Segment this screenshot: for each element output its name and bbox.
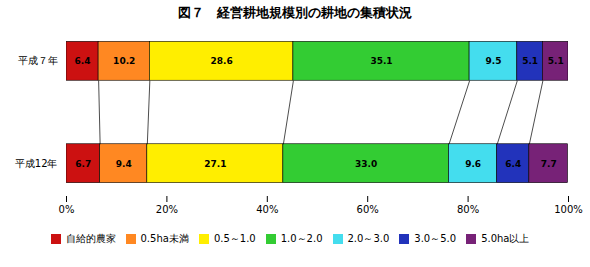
svg-text:6.4: 6.4 [505,159,521,169]
svg-text:5.1: 5.1 [522,56,538,66]
svg-text:7.7: 7.7 [541,159,557,169]
svg-text:9.4: 9.4 [116,159,132,169]
html-text:1.0～2.0: 1.0～2.0 [280,232,323,244]
svg-text:60%: 60% [357,204,379,215]
svg-text:28.6: 28.6 [211,56,233,66]
html-text:0.5～1.0: 0.5～1.0 [213,232,256,244]
svg-text:9.6: 9.6 [465,159,481,169]
svg-text:平成７年: 平成７年 [18,55,58,66]
svg-text:27.1: 27.1 [204,159,226,169]
svg-text:9.5: 9.5 [485,56,501,66]
svg-text:40%: 40% [256,204,278,215]
svg-text:35.1: 35.1 [370,56,392,66]
html-text:3.0～5.0: 3.0～5.0 [414,232,457,244]
html-text:2.0～3.0: 2.0～3.0 [347,232,390,244]
svg-text:20%: 20% [156,204,178,215]
html-text:5.0ha以上: 5.0ha以上 [481,232,530,244]
svg-text:6.7: 6.7 [75,159,91,169]
html-text:図７ 経営耕地規模別の耕地の集積状況: 図７ 経営耕地規模別の耕地の集積状況 [178,5,412,20]
svg-text:5.1: 5.1 [548,56,564,66]
svg-text:100%: 100% [554,204,583,215]
svg-text:80%: 80% [457,204,479,215]
svg-text:10.2: 10.2 [113,56,135,66]
html-text:0.5ha未満: 0.5ha未満 [140,232,189,244]
svg-text:6.4: 6.4 [75,56,91,66]
svg-text:33.0: 33.0 [355,159,377,169]
html-text:自給的農家: 自給的農家 [65,232,116,244]
svg-text:平成12年: 平成12年 [15,158,58,169]
svg-text:0%: 0% [59,204,75,215]
